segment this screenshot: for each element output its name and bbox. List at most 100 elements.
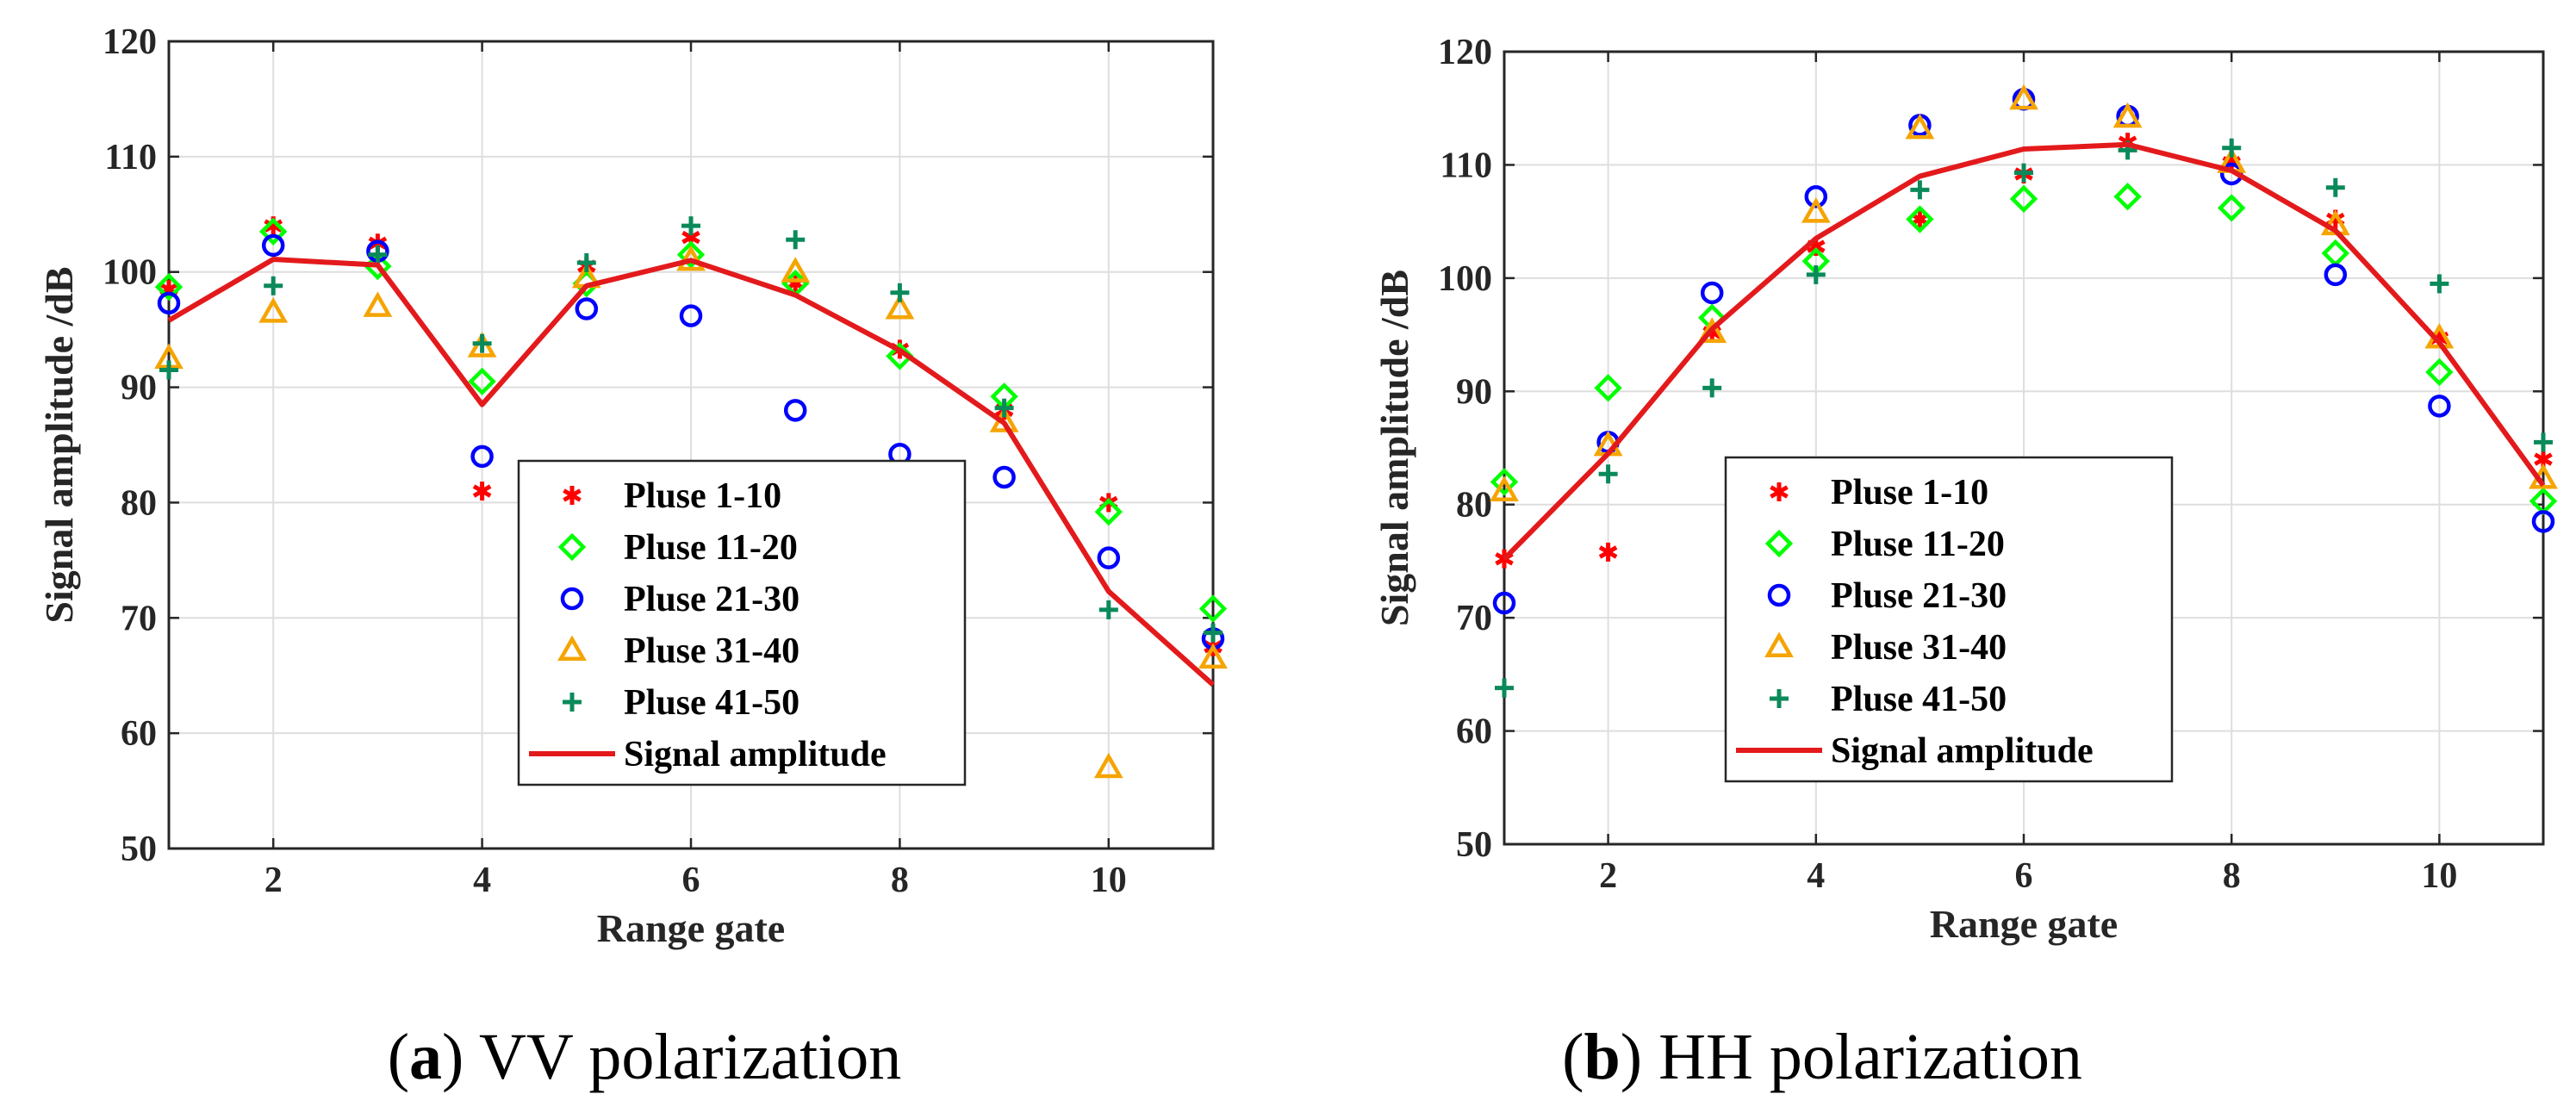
data-point [1492,591,1516,615]
legend: Pluse 1-10 Pluse 11-20 Pluse 21-30 Pluse 31… [517,459,967,786]
legend-marker [563,693,582,712]
data-point [2531,510,2555,533]
asterisk-stroke [1770,485,1789,499]
circle-shape [575,297,599,320]
data-point [676,240,706,269]
signal-amplitude-line [167,256,1216,687]
data-point [159,360,178,380]
diamond-shape [676,240,706,269]
diamond-shape [468,367,496,396]
data-point [470,444,494,469]
gridlines [169,40,1213,849]
circle-shape [992,465,1016,489]
legend-label: Pluse 11-20 [624,528,798,568]
diamond-shape [2425,357,2454,387]
data-point [681,216,700,236]
axes-frame [167,40,1215,850]
circle-shape [1097,546,1121,569]
data-point [2009,184,2038,214]
legend-item: Signal amplitude [529,735,887,774]
data-point [885,294,915,320]
diamond-shape [2113,183,2142,211]
data-point [2014,163,2033,183]
diamond-shape [1906,205,1934,233]
data-point [786,230,806,250]
data-point [1697,317,1727,343]
legend: Pluse 1-10 Pluse 11-20 Pluse 21-30 Pluse 31… [1724,456,2174,783]
series-signal-amplitude [1502,141,2546,561]
legend-label: Pluse 31-40 [1831,628,2007,668]
x-tick-label: 4 [473,861,491,900]
legend-item: Pluse 11-20 [557,528,798,568]
asterisk-stroke [1598,545,1618,559]
triangle-shape [1905,113,1935,140]
x-tick-label: 2 [264,861,283,900]
y-tick-label: 100 [1438,259,1492,299]
y-tick-label: 110 [1440,146,1492,185]
legend-marker [1764,529,1794,558]
asterisk-stroke [472,484,492,498]
triangle-shape [781,257,811,283]
diamond-shape [1764,529,1794,558]
data-point [2112,102,2143,128]
y-tick-labels: 50 60 70 80 90 100 110 120 [103,22,157,869]
data-point [1490,468,1519,496]
data-point [154,272,184,302]
diamond-shape [886,342,914,370]
y-tick-label: 120 [103,22,157,62]
data-point [2428,395,2451,418]
circle-shape [157,291,181,315]
legend-label: Pluse 1-10 [624,476,781,516]
data-point [259,217,288,246]
chart-vv-polarization: (a) VV polarization 2 4 6 8 10 50 60 70 80 90 100 1… [37,22,1228,1093]
data-point [1204,623,1223,643]
data-point [1598,542,1618,562]
data-point [2534,432,2553,452]
data-point [575,297,599,320]
y-tick-label: 110 [104,138,157,177]
legend-label: Pluse 21-30 [624,580,800,619]
y-tick-label: 70 [1456,599,1492,638]
data-point [1098,600,1118,619]
legend-marker [1770,482,1789,501]
caption-letter: a [409,1021,442,1093]
caption-text: HH polarization [1658,1021,2082,1093]
circle-shape [1804,184,1828,208]
caption-letter: b [1584,1021,1620,1093]
circle-shape [679,304,703,327]
data-point [2113,183,2142,211]
asterisk-stroke [264,219,283,233]
x-axis-label: Range gate [1930,902,2118,946]
data-point [1093,752,1123,779]
data-point [1700,281,1724,305]
y-tick-label: 60 [121,714,157,754]
legend-item: Pluse 1-10 [1770,473,1988,513]
legend-label: Pluse 31-40 [624,631,800,671]
data-point [157,291,181,315]
caption-hh: (b) HH polarization [1562,1021,2082,1093]
data-point [1806,264,1826,284]
circle-shape [1767,583,1791,607]
data-point [781,257,811,283]
legend-marker [1767,583,1791,607]
triangle-shape [676,245,706,271]
diamond-shape [2009,184,2038,214]
data-point [2430,274,2449,294]
y-tick-label: 50 [1456,825,1492,865]
triangle-shape [885,294,915,320]
triangle-shape [1764,631,1794,657]
y-tick-label: 70 [121,599,157,638]
legend-box [517,459,967,786]
circle-shape [470,444,494,469]
data-point [1594,374,1622,402]
diamond-shape [1594,374,1622,402]
legend-item: Pluse 41-50 [563,683,800,723]
triangle-shape [1697,317,1727,343]
data-point [1490,476,1519,501]
data-point [472,482,492,501]
circle-shape [2324,263,2348,287]
data-point [1804,184,1828,208]
y-tick-label: 80 [1456,486,1492,525]
legend-item: Signal amplitude [1736,731,2094,771]
data-point [1198,643,1228,669]
